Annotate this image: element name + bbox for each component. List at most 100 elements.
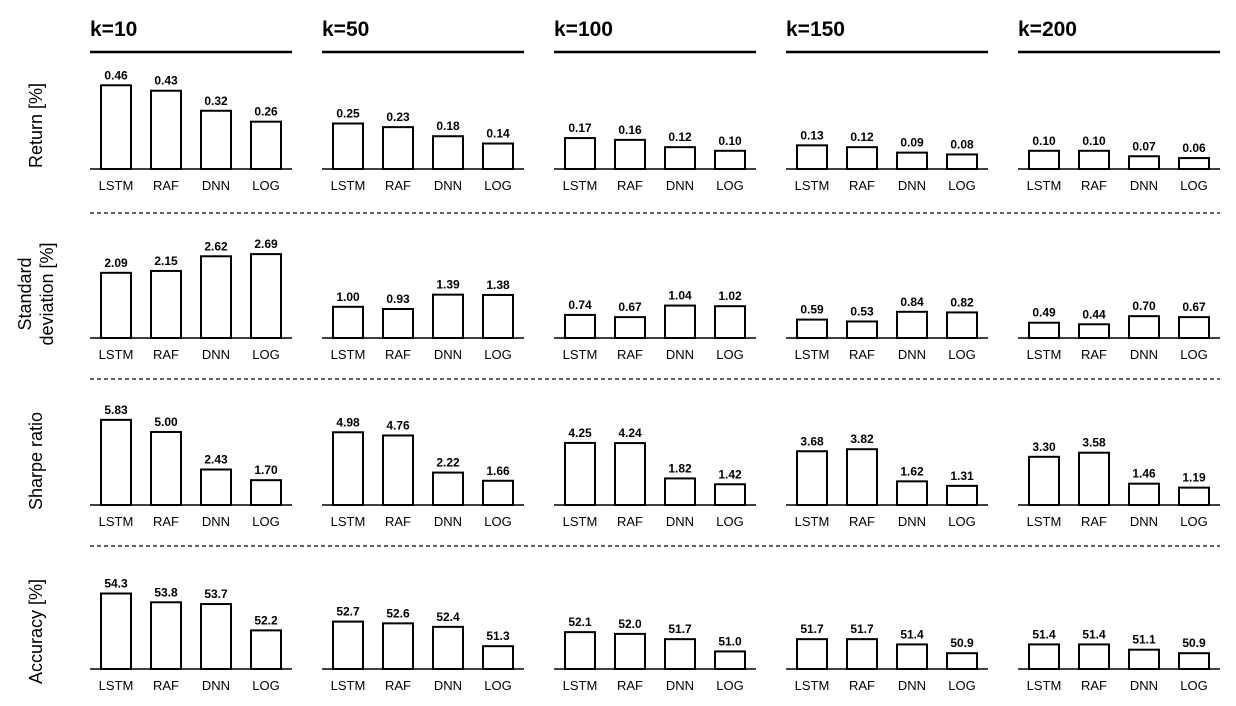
bar-r3-c4-raf xyxy=(1078,643,1110,671)
category-tick-r3-c1-log: LOG xyxy=(484,678,511,693)
column-header-4: k=200 xyxy=(1018,18,1077,41)
bar-r3-c4-log xyxy=(1178,652,1210,671)
bar-r0-c4-lstm xyxy=(1028,149,1060,171)
category-tick-r3-c4-dnn: DNN xyxy=(1130,678,1158,693)
value-label-r1-c1-lstm: 1.00 xyxy=(336,290,360,304)
row-label-1-line-0: Standard xyxy=(15,257,35,330)
category-tick-r1-c4-lstm: LSTM xyxy=(1027,347,1062,362)
value-label-r0-c4-lstm: 0.10 xyxy=(1032,134,1056,148)
value-label-r1-c2-lstm: 0.74 xyxy=(568,298,592,312)
value-label-r2-c2-dnn: 1.82 xyxy=(668,461,692,475)
category-tick-r2-c3-dnn: DNN xyxy=(898,514,926,529)
bar-r0-c0-raf xyxy=(150,89,182,170)
bar-r3-c3-log xyxy=(946,652,978,671)
category-tick-r3-c4-raf: RAF xyxy=(1081,678,1107,693)
category-tick-r3-c2-lstm: LSTM xyxy=(563,678,598,693)
category-tick-r3-c0-dnn: DNN xyxy=(202,678,230,693)
bar-r1-c3-raf xyxy=(846,320,878,340)
value-label-r1-c2-raf: 0.67 xyxy=(618,300,642,314)
category-tick-r0-c4-lstm: LSTM xyxy=(1027,178,1062,193)
bar-r1-c2-lstm xyxy=(564,313,596,339)
bar-r0-c4-log xyxy=(1178,157,1210,171)
bar-r3-c2-log xyxy=(714,650,746,671)
bar-r2-c3-log xyxy=(946,484,978,507)
value-label-r2-c2-raf: 4.24 xyxy=(618,426,642,440)
category-tick-r0-c4-dnn: DNN xyxy=(1130,178,1158,193)
bar-r1-c1-lstm xyxy=(332,305,364,340)
bar-r2-c4-raf xyxy=(1078,451,1110,507)
bar-r1-c4-lstm xyxy=(1028,321,1060,340)
value-label-r3-c2-raf: 52.0 xyxy=(618,617,642,631)
category-tick-r0-c2-raf: RAF xyxy=(617,178,643,193)
value-label-r2-c1-lstm: 4.98 xyxy=(336,415,360,429)
bar-r0-c3-log xyxy=(946,153,978,171)
bar-r0-c1-dnn xyxy=(432,135,464,171)
category-tick-r1-c0-lstm: LSTM xyxy=(99,347,134,362)
value-label-r0-c1-log: 0.14 xyxy=(486,127,510,141)
value-label-r1-c4-raf: 0.44 xyxy=(1082,307,1106,321)
bar-r2-c0-log xyxy=(250,479,282,506)
category-tick-r3-c3-log: LOG xyxy=(948,678,975,693)
bar-r3-c2-dnn xyxy=(664,638,696,671)
value-label-r1-c1-dnn: 1.39 xyxy=(436,278,460,292)
value-label-r2-c0-log: 1.70 xyxy=(254,463,278,477)
bar-r3-c3-dnn xyxy=(896,643,928,671)
category-tick-r1-c3-dnn: DNN xyxy=(898,347,926,362)
value-label-r0-c0-dnn: 0.32 xyxy=(204,94,228,108)
value-label-r1-c4-lstm: 0.49 xyxy=(1032,306,1056,320)
category-tick-r0-c3-log: LOG xyxy=(948,178,975,193)
category-tick-r2-c3-raf: RAF xyxy=(849,514,875,529)
bar-r2-c1-dnn xyxy=(432,471,464,507)
row-label-2-line-0: Sharpe ratio xyxy=(26,412,46,510)
category-tick-r3-c0-lstm: LSTM xyxy=(99,678,134,693)
bar-r1-c0-log xyxy=(250,253,282,339)
category-tick-r0-c4-log: LOG xyxy=(1180,178,1207,193)
bar-r2-c4-lstm xyxy=(1028,455,1060,506)
bar-r1-c0-lstm xyxy=(100,271,132,340)
bar-r2-c2-log xyxy=(714,483,746,506)
value-label-r3-c2-lstm: 52.1 xyxy=(568,615,592,629)
row-label-3-line-0: Accuracy [%] xyxy=(26,579,46,684)
category-tick-r2-c4-raf: RAF xyxy=(1081,514,1107,529)
category-tick-r1-c1-log: LOG xyxy=(484,347,511,362)
value-label-r1-c1-log: 1.38 xyxy=(486,278,510,292)
category-tick-r3-c3-lstm: LSTM xyxy=(795,678,830,693)
value-label-r3-c0-dnn: 53.7 xyxy=(204,587,228,601)
value-label-r2-c4-dnn: 1.46 xyxy=(1132,467,1156,481)
value-label-r0-c2-raf: 0.16 xyxy=(618,123,642,137)
category-tick-r2-c3-lstm: LSTM xyxy=(795,514,830,529)
value-label-r3-c4-dnn: 51.1 xyxy=(1132,633,1156,647)
bar-r2-c4-dnn xyxy=(1128,482,1160,506)
value-label-r3-c2-log: 51.0 xyxy=(718,634,742,648)
bar-r3-c0-raf xyxy=(150,601,182,670)
value-label-r2-c4-raf: 3.58 xyxy=(1082,436,1106,450)
value-label-r1-c4-log: 0.67 xyxy=(1182,300,1206,314)
value-label-r2-c4-lstm: 3.30 xyxy=(1032,440,1056,454)
value-label-r3-c4-log: 50.9 xyxy=(1182,636,1206,650)
bar-r3-c4-lstm xyxy=(1028,643,1060,671)
category-tick-r0-c2-log: LOG xyxy=(716,178,743,193)
category-tick-r0-c0-dnn: DNN xyxy=(202,178,230,193)
category-tick-r1-c4-dnn: DNN xyxy=(1130,347,1158,362)
value-label-r3-c3-lstm: 51.7 xyxy=(800,622,824,636)
category-tick-r2-c2-raf: RAF xyxy=(617,514,643,529)
category-tick-r2-c4-dnn: DNN xyxy=(1130,514,1158,529)
bar-r0-c2-log xyxy=(714,149,746,171)
category-tick-r3-c4-log: LOG xyxy=(1180,678,1207,693)
category-tick-r0-c3-lstm: LSTM xyxy=(795,178,830,193)
bar-r1-c3-dnn xyxy=(896,310,928,339)
value-label-r0-c0-raf: 0.43 xyxy=(154,74,178,88)
row-label-1-line-1: deviation [%] xyxy=(37,242,57,345)
bar-r1-c1-raf xyxy=(382,307,414,340)
category-tick-r0-c3-dnn: DNN xyxy=(898,178,926,193)
category-tick-r0-c1-lstm: LSTM xyxy=(331,178,366,193)
bar-r2-c1-log xyxy=(482,479,514,506)
category-tick-r3-c1-lstm: LSTM xyxy=(331,678,366,693)
value-label-r1-c0-dnn: 2.62 xyxy=(204,239,228,253)
category-tick-r1-c2-dnn: DNN xyxy=(666,347,694,362)
value-label-r2-c2-log: 1.42 xyxy=(718,467,742,481)
bar-r2-c1-lstm xyxy=(332,431,364,506)
bar-r3-c1-lstm xyxy=(332,620,364,670)
category-tick-r2-c1-raf: RAF xyxy=(385,514,411,529)
column-header-0: k=10 xyxy=(90,18,137,41)
